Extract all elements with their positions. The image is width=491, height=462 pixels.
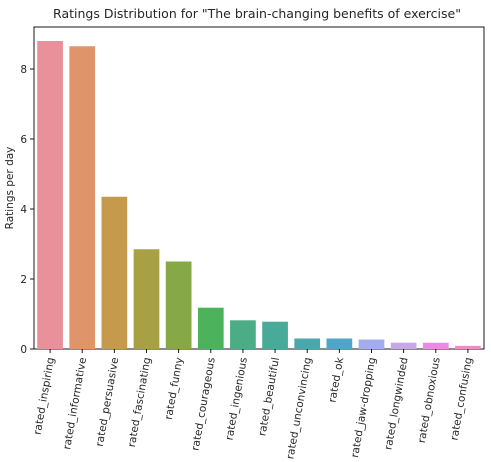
x-tick-label: rated_beautiful (256, 356, 282, 437)
bar-rated_inspiring (37, 41, 63, 349)
x-tick-label: rated_inspiring (32, 356, 57, 435)
y-tick-label: 0 (20, 344, 27, 356)
x-tick-label: rated_longwinded (382, 356, 410, 451)
bar-rated_longwinded (390, 342, 417, 349)
x-tick-label: rated_ingenious (223, 356, 249, 441)
x-tick-label: rated_persuasive (94, 356, 122, 447)
bar-rated_informative (69, 46, 96, 349)
x-tick-label: rated_fascinating (126, 356, 154, 448)
bar-rated_fascinating (133, 249, 160, 349)
x-tick-label: rated_informative (61, 356, 89, 450)
bar-rated_obnoxious (422, 342, 449, 349)
x-tick-label: rated_jaw-dropping (349, 356, 378, 458)
bar-rated_ok (326, 338, 353, 349)
bar-rated_unconvincing (294, 338, 321, 349)
y-axis-label: Ratings per day (4, 147, 16, 230)
x-tick-label: rated_unconvincing (284, 356, 314, 460)
y-tick-label: 8 (20, 64, 27, 76)
bar-rated_courageous (197, 307, 224, 349)
bar-rated_ingenious (230, 320, 256, 349)
x-tick-label: rated_confusing (448, 356, 474, 441)
bar-rated_beautiful (262, 321, 288, 349)
y-tick-label: 6 (20, 134, 27, 146)
x-tick-label: rated_obnoxious (416, 356, 443, 444)
bar-rated_confusing (455, 345, 481, 349)
y-tick-label: 2 (20, 274, 27, 286)
bar-rated_persuasive (101, 196, 128, 349)
bar-rated_funny (165, 261, 192, 349)
x-tick-label: rated_courageous (190, 356, 218, 451)
chart-title: Ratings Distribution for "The brain-chan… (53, 6, 461, 21)
bar-rated_jaw-dropping (358, 339, 385, 349)
x-tick-label: rated_ok (327, 356, 347, 404)
x-tick-label: rated_funny (163, 356, 186, 420)
y-tick-label: 4 (20, 204, 27, 216)
plot-frame (33, 26, 485, 350)
